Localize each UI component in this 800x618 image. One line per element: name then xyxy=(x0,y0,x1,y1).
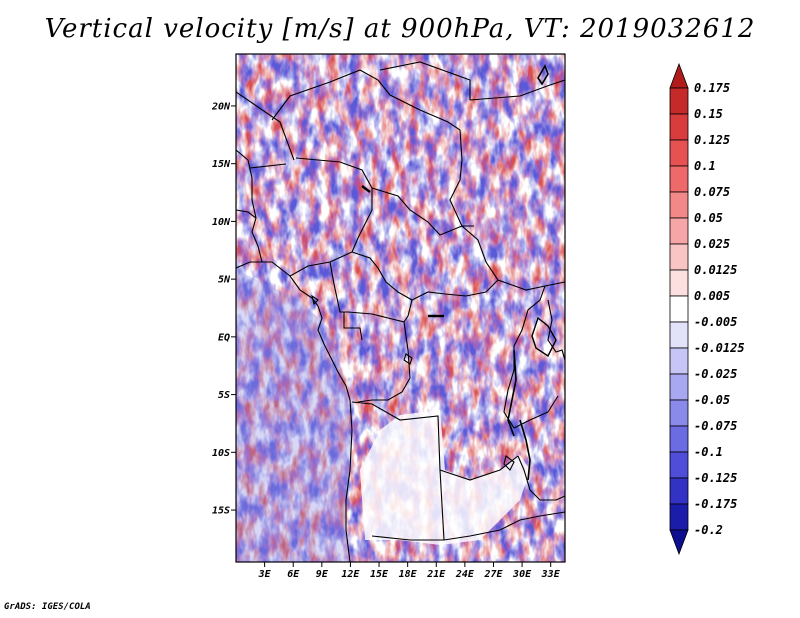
colorbar-label: 0.025 xyxy=(694,237,730,251)
x-tick-label: 3E xyxy=(258,569,272,580)
colorbar-min-arrow xyxy=(669,529,689,556)
colorbar-swatch xyxy=(669,139,689,167)
colorbar-swatch xyxy=(669,269,689,297)
footer-credit: GrADS: IGES/COLA xyxy=(4,602,91,612)
colorbar-swatch xyxy=(669,243,689,271)
x-tick-label: 6E xyxy=(287,569,300,580)
colorbar-label: 0.125 xyxy=(694,133,730,147)
colorbar: 0.175 0.15 0.125 0.1 0.075 0.05 0.025 0.0125 0.0… xyxy=(669,62,745,556)
colorbar-label: -0.175 xyxy=(694,497,737,511)
x-tick-label: 18E xyxy=(399,569,418,580)
colorbar-swatch xyxy=(669,217,689,245)
map-frame xyxy=(235,53,566,563)
colorbar-label: -0.1 xyxy=(694,445,723,459)
colorbar-label: 0.15 xyxy=(694,107,723,121)
y-tick-label: 15S xyxy=(212,506,230,517)
colorbar-swatch xyxy=(669,113,689,141)
y-tick-label: 10S xyxy=(212,448,230,459)
y-tick-label: 5S xyxy=(218,390,230,401)
axis-ticks: 20N 15N 10N 5N EQ 5S 10S 15S 3E 6E 9E 12E 15E 18E 21E 2… xyxy=(211,101,561,580)
y-tick-label: 5N xyxy=(218,275,231,286)
x-tick-label: 24E xyxy=(455,569,475,580)
colorbar-label: -0.005 xyxy=(694,315,737,329)
colorbar-swatch xyxy=(669,451,689,479)
colorbar-label: -0.125 xyxy=(694,471,737,485)
colorbar-max-arrow xyxy=(669,62,689,89)
colorbar-swatch xyxy=(669,425,689,453)
y-tick-label: 10N xyxy=(212,217,231,228)
colorbar-label: -0.075 xyxy=(694,419,737,433)
map-plot-area xyxy=(236,54,565,562)
colorbar-label: 0.1 xyxy=(694,159,716,173)
colorbar-swatch xyxy=(669,399,689,427)
colorbar-swatch xyxy=(669,87,689,115)
colorbar-swatch xyxy=(669,295,689,323)
x-tick-label: 33E xyxy=(541,569,561,580)
colorbar-swatch xyxy=(669,191,689,219)
colorbar-label: -0.05 xyxy=(694,393,730,407)
x-tick-label: 15E xyxy=(370,569,389,580)
x-tick-label: 27E xyxy=(483,569,503,580)
colorbar-swatch xyxy=(669,503,689,531)
colorbar-label: 0.05 xyxy=(694,211,723,225)
colorbar-label: -0.0125 xyxy=(694,341,745,355)
y-tick-label: 20N xyxy=(211,101,231,112)
y-tick-label: EQ xyxy=(218,332,230,343)
x-tick-label: 21E xyxy=(426,569,446,580)
x-tick-label: 9E xyxy=(316,569,329,580)
chart-title: Vertical velocity [m/s] at 900hPa, VT: 2… xyxy=(44,14,756,44)
colorbar-label: 0.075 xyxy=(694,185,730,199)
colorbar-swatch xyxy=(669,373,689,401)
colorbar-label: -0.025 xyxy=(694,367,737,381)
colorbar-label: 0.005 xyxy=(694,289,730,303)
x-tick-label: 12E xyxy=(341,569,360,580)
x-tick-label: 30E xyxy=(512,569,532,580)
country-borders xyxy=(236,61,565,562)
colorbar-swatch xyxy=(669,347,689,375)
colorbar-swatch xyxy=(669,321,689,349)
colorbar-label: 0.0125 xyxy=(694,263,737,277)
colorbar-label: 0.175 xyxy=(694,81,730,95)
y-tick-label: 15N xyxy=(212,159,231,170)
colorbar-swatch xyxy=(669,477,689,505)
colorbar-swatch xyxy=(669,165,689,193)
calm-region xyxy=(360,410,530,545)
colorbar-label: -0.2 xyxy=(694,523,723,537)
